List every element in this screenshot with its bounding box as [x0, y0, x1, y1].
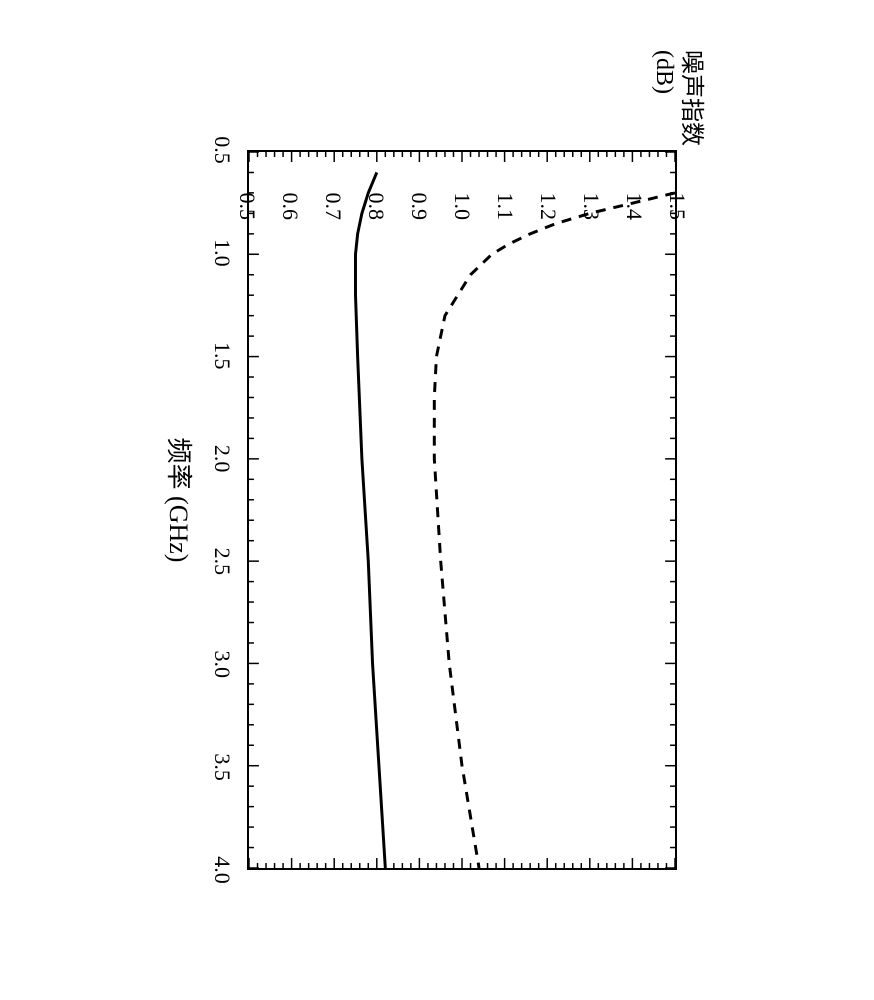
x-tick-label: 3.0	[209, 651, 235, 679]
y-tick-label: 1.3	[578, 193, 604, 221]
y-tick-label: 0.9	[406, 193, 432, 221]
y-tick-label: 1.1	[492, 193, 518, 221]
y-tick-label: 1.0	[449, 193, 475, 221]
series-dashed	[434, 193, 675, 868]
chart-lines	[249, 152, 675, 868]
y-tick-label: 0.5	[234, 193, 260, 221]
y-tick-label: 0.6	[277, 193, 303, 221]
plot-area	[247, 150, 677, 870]
x-tick-label: 0.5	[209, 136, 235, 164]
x-tick-label: 1.0	[209, 239, 235, 267]
x-tick-label: 2.5	[209, 548, 235, 576]
y-tick-label: 1.2	[535, 193, 561, 221]
x-tick-label: 3.5	[209, 753, 235, 781]
y-tick-label: 1.4	[621, 193, 647, 221]
x-axis-label: 频率 (GHz)	[162, 438, 199, 563]
x-tick-label: 1.5	[209, 342, 235, 370]
x-tick-label: 2.0	[209, 445, 235, 473]
y-tick-label: 0.8	[363, 193, 389, 221]
series-solid	[356, 172, 386, 868]
y-axis-label-line1: 噪声指数	[677, 50, 712, 146]
x-tick-label: 4.0	[209, 856, 235, 884]
y-axis-label-line2: (dB)	[650, 50, 677, 146]
chart-container: 噪声指数 (dB) 频率 (GHz) 0.5 0.6 0.7 0.8 0.9 1.0 1.1…	[157, 50, 717, 950]
y-tick-label: 0.7	[320, 193, 346, 221]
y-tick-label: 1.5	[664, 193, 690, 221]
y-axis-label: 噪声指数 (dB)	[650, 50, 712, 146]
